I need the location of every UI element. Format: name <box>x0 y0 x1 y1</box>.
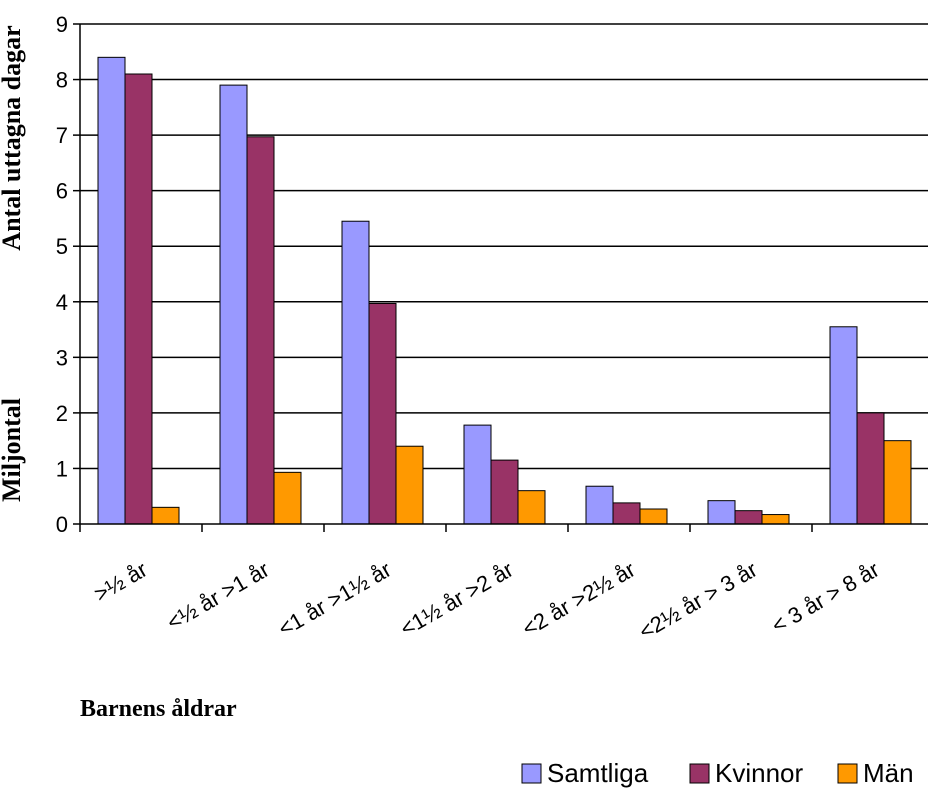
x-category-label-4: <2 år >2½ år <box>518 557 640 642</box>
bar-Samtliga-1 <box>219 84 248 525</box>
x-category-labels: >½ år <½ år >1 år <1 år >1½ år <1½ år >2 år… <box>90 557 884 645</box>
bar-Män-2 <box>395 445 424 525</box>
x-category-label-6: < 3 år > 8 år <box>767 557 883 639</box>
bar-Kvinnor-6 <box>856 412 885 525</box>
bar-Män-3 <box>517 490 546 525</box>
legend: Samtliga Kvinnor Män <box>521 758 914 788</box>
bar-Samtliga-2 <box>341 220 370 525</box>
bar-Män-5 <box>761 514 790 525</box>
legend-swatch-2 <box>837 763 858 784</box>
y-tick-label-1: 1 <box>56 456 68 481</box>
y-tick-label-3: 3 <box>56 345 68 370</box>
bar-Kvinnor-0 <box>124 73 153 525</box>
legend-label-0: Samtliga <box>547 758 649 788</box>
bar-Kvinnor-5 <box>734 510 763 525</box>
x-category-label-1: <½ år >1 år <box>162 557 273 636</box>
bar-Kvinnor-3 <box>490 459 519 525</box>
bar-Samtliga-5 <box>707 500 736 525</box>
y-tick-label-7: 7 <box>56 123 68 148</box>
bar-Kvinnor-2 <box>368 302 397 525</box>
y-tick-label-5: 5 <box>56 234 68 259</box>
legend-label-1: Kvinnor <box>715 758 803 788</box>
legend-swatch-1 <box>689 763 710 784</box>
y-tick-label-2: 2 <box>56 401 68 426</box>
x-category-label-2: <1 år >1½ år <box>274 557 396 642</box>
x-category-label-5: <2½ år > 3 år <box>635 557 762 645</box>
y-tick-label-4: 4 <box>56 290 68 315</box>
legend-label-2: Män <box>863 758 914 788</box>
bar-Samtliga-6 <box>829 326 858 525</box>
y-tick-labels: 0 1 2 3 4 5 6 7 8 9 <box>56 12 68 537</box>
y-axis-label: Antal uttagna dagar Miljontal <box>0 19 26 502</box>
y-tick-label-8: 8 <box>56 68 68 93</box>
y-axis-label-line1: Antal uttagna dagar <box>0 26 26 251</box>
bar-Kvinnor-1 <box>246 136 275 525</box>
bar-Kvinnor-4 <box>612 502 641 525</box>
y-tick-label-6: 6 <box>56 179 68 204</box>
x-category-label-3: <1½ år >2 år <box>396 557 518 642</box>
x-axis-label: Barnens åldrar <box>80 696 237 722</box>
y-axis-label-line2: Miljontal <box>0 398 26 502</box>
legend-swatch-0 <box>521 763 542 784</box>
bar-Män-0 <box>151 506 180 525</box>
bar-Samtliga-0 <box>97 56 126 525</box>
gridlines <box>80 23 928 470</box>
bars <box>97 56 912 525</box>
bar-Män-6 <box>883 440 912 525</box>
y-tick-label-0: 0 <box>56 512 68 537</box>
x-category-label-0: >½ år <box>90 557 152 607</box>
axes <box>73 23 928 532</box>
bar-Män-1 <box>273 471 302 525</box>
bar-Män-4 <box>639 508 668 525</box>
bar-Samtliga-3 <box>463 424 492 525</box>
y-tick-label-9: 9 <box>56 12 68 37</box>
bar-Samtliga-4 <box>585 485 614 525</box>
